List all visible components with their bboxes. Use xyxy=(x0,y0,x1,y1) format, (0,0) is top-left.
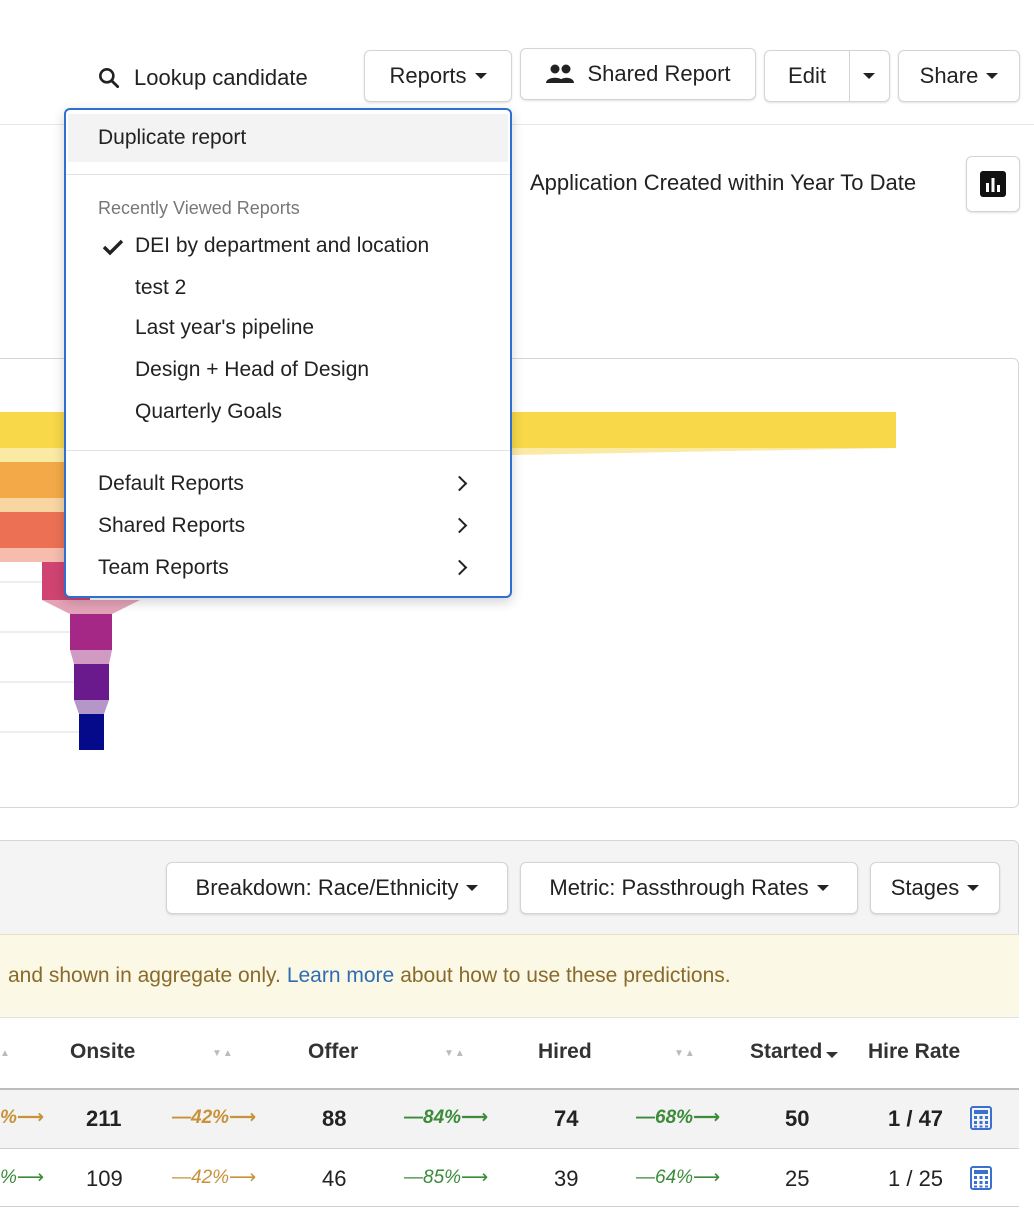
menu-divider xyxy=(66,174,510,175)
row-divider xyxy=(0,1148,1019,1149)
hire-rate: 1 / 47 xyxy=(888,1106,944,1131)
row-divider xyxy=(0,1206,1019,1207)
hired-count: 39 xyxy=(554,1166,579,1191)
column-header-offer[interactable]: Offer xyxy=(308,1040,359,1063)
passthrough-rate: —42%⟶ xyxy=(172,1107,257,1128)
hire-rate: 1 / 25 xyxy=(888,1166,944,1191)
chevron-right-icon xyxy=(451,475,468,492)
chart-type-button[interactable] xyxy=(966,156,1020,212)
calculator-icon[interactable] xyxy=(970,1166,992,1190)
passthrough-rate: —85%⟶ xyxy=(404,1167,489,1188)
stages-label: Stages xyxy=(890,875,960,900)
reports-menu: Duplicate report Recently Viewed Reports… xyxy=(64,108,512,598)
people-icon xyxy=(546,64,575,83)
chevron-down-icon xyxy=(986,73,999,79)
chevron-down-icon xyxy=(967,885,980,891)
edit-divider xyxy=(849,51,850,101)
chevron-down-icon xyxy=(466,885,479,891)
menu-divider xyxy=(66,450,510,451)
duplicate-report-item[interactable] xyxy=(68,114,508,162)
shared-report-label: Shared Report xyxy=(587,61,731,86)
passthrough-rate: %⟶ xyxy=(0,1107,45,1128)
funnel-connector xyxy=(42,600,140,614)
recent-report-item[interactable]: Last year's pipeline xyxy=(135,316,315,339)
chevron-right-icon xyxy=(451,559,468,576)
hired-count: 74 xyxy=(554,1106,579,1131)
prediction-notice-banner: and shown in aggregate only. Learn more … xyxy=(0,934,1019,1018)
passthrough-rate: —64%⟶ xyxy=(636,1167,721,1188)
bar-chart-icon xyxy=(980,171,1006,197)
sort-icon[interactable]: ▼▲ xyxy=(212,1048,234,1059)
recent-report-item[interactable]: Quarterly Goals xyxy=(135,400,283,423)
duplicate-report-label[interactable]: Duplicate report xyxy=(98,126,247,149)
default-reports-item[interactable]: Default Reports xyxy=(98,472,244,495)
chevron-down-icon xyxy=(863,73,875,79)
funnel-connector xyxy=(70,650,112,664)
funnel-bar-hired xyxy=(74,664,109,700)
metric-label: Metric: Passthrough Rates xyxy=(549,875,809,900)
passthrough-rate: —84%⟶ xyxy=(404,1107,489,1128)
metric-dropdown[interactable]: Metric: Passthrough Rates xyxy=(520,862,858,914)
breakdown-dropdown[interactable]: Breakdown: Race/Ethnicity xyxy=(166,862,508,914)
calculator-icon[interactable] xyxy=(970,1106,992,1130)
column-header-started[interactable]: Started xyxy=(750,1040,839,1064)
funnel-bar-started xyxy=(79,714,104,750)
header-divider xyxy=(0,124,1034,125)
recent-report-item[interactable]: test 2 xyxy=(135,276,187,299)
learn-more-link[interactable]: Learn more xyxy=(286,964,395,987)
banner-text-after: about how to use these predictions. xyxy=(400,964,731,987)
sort-icon[interactable]: ▼▲ xyxy=(674,1048,696,1059)
offer-count: 88 xyxy=(322,1106,347,1131)
breakdown-label: Breakdown: Race/Ethnicity xyxy=(195,875,459,900)
edit-button[interactable]: Edit xyxy=(788,63,826,88)
recent-reports-header: Recently Viewed Reports xyxy=(98,198,300,218)
column-header-hire-rate[interactable]: Hire Rate xyxy=(868,1040,961,1063)
passthrough-rate: —68%⟶ xyxy=(636,1107,721,1128)
offer-count: 46 xyxy=(322,1166,347,1191)
search-icon xyxy=(99,68,120,89)
passthrough-rate: —42%⟶ xyxy=(172,1167,257,1188)
onsite-count: 211 xyxy=(86,1106,122,1131)
lookup-candidate-button[interactable]: Lookup candidate xyxy=(96,60,308,96)
checkmark-icon xyxy=(102,239,124,256)
onsite-count: 109 xyxy=(86,1166,123,1191)
sort-desc-icon xyxy=(826,1052,839,1058)
edit-button-group: Edit xyxy=(764,50,890,102)
shared-reports-item[interactable]: Shared Reports xyxy=(98,514,246,537)
filter-summary: Application Created within Year To Date xyxy=(530,170,917,195)
share-label: Share xyxy=(919,63,979,88)
lookup-candidate-label: Lookup candidate xyxy=(134,65,308,90)
column-header-onsite[interactable]: Onsite xyxy=(70,1040,136,1063)
passthrough-rate: %⟶ xyxy=(0,1167,45,1188)
reports-dropdown-button[interactable]: Reports xyxy=(364,50,512,102)
sort-icon[interactable]: ▲ xyxy=(0,1048,11,1059)
recent-report-item[interactable]: Design + Head of Design xyxy=(135,358,370,381)
chevron-right-icon xyxy=(451,517,468,534)
started-count: 50 xyxy=(785,1106,810,1131)
recent-report-item[interactable]: DEI by department and location xyxy=(135,234,430,257)
column-header-hired[interactable]: Hired xyxy=(538,1040,592,1063)
chevron-down-icon xyxy=(816,885,829,891)
table-row-total xyxy=(0,1090,1019,1148)
edit-options-button[interactable] xyxy=(849,51,889,101)
stages-dropdown[interactable]: Stages xyxy=(870,862,1000,914)
banner-text-before: and shown in aggregate only. xyxy=(8,964,281,987)
table-header-divider xyxy=(0,1088,1019,1090)
funnel-bar-offer xyxy=(70,614,112,650)
share-dropdown-button[interactable]: Share xyxy=(898,50,1020,102)
shared-report-button[interactable]: Shared Report xyxy=(520,48,756,100)
reports-label: Reports xyxy=(389,63,467,88)
sort-icon[interactable]: ▼▲ xyxy=(444,1048,466,1059)
funnel-connector xyxy=(74,700,109,714)
chevron-down-icon xyxy=(474,73,487,79)
started-count: 25 xyxy=(785,1166,810,1191)
team-reports-item[interactable]: Team Reports xyxy=(98,556,229,579)
